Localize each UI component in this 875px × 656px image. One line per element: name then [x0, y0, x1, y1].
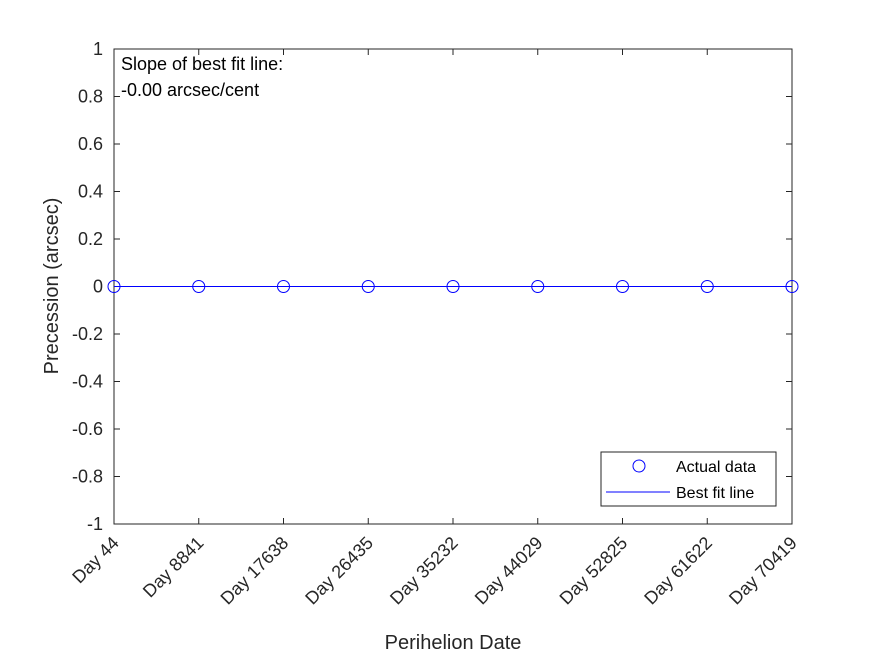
data-point: [785, 280, 799, 293]
slope-annotation: Slope of best fit line: -0.00 arcsec/cen…: [121, 54, 283, 100]
data-point: [616, 280, 629, 293]
legend: Actual data Best fit line: [600, 451, 777, 507]
data-point: [531, 280, 545, 293]
y-tick-label: 0.8: [78, 87, 103, 107]
y-axis-ticks: 1 0.8 0.6 0.4 0.2 0 -0.2 -0.4 -0.6 -0.8 -1: [72, 39, 792, 534]
data-point: [361, 280, 375, 293]
x-axis-label: Perihelion Date: [385, 632, 522, 654]
data-point: [446, 280, 460, 293]
y-tick-label: 0: [93, 277, 103, 297]
data-point: [192, 280, 206, 293]
legend-box: [600, 451, 777, 507]
legend-marker-circle: [632, 459, 646, 473]
y-axis-label: Precession (arcsec): [41, 198, 63, 375]
y-tick-label: -0.4: [72, 372, 103, 392]
y-tick-label: -0.8: [72, 467, 103, 487]
y-tick-label: -1: [87, 514, 103, 534]
data-point: [700, 280, 714, 293]
y-tick-label: 1: [93, 39, 103, 59]
y-tick-label: -0.2: [72, 324, 103, 344]
legend-label-best-fit-line: Best fit line: [676, 485, 754, 502]
annotation-line-2: -0.00 arcsec/cent: [121, 80, 259, 100]
y-tick-label: -0.6: [72, 419, 103, 439]
legend-label-actual-data: Actual data: [676, 459, 756, 476]
annotation-line-1: Slope of best fit line:: [121, 54, 283, 74]
data-point: [277, 280, 290, 293]
y-tick-label: 0.4: [78, 182, 103, 202]
data-point: [107, 280, 121, 293]
data-series: [107, 280, 799, 293]
y-tick-label: 0.2: [78, 229, 103, 249]
y-tick-label: 0.6: [78, 134, 103, 154]
